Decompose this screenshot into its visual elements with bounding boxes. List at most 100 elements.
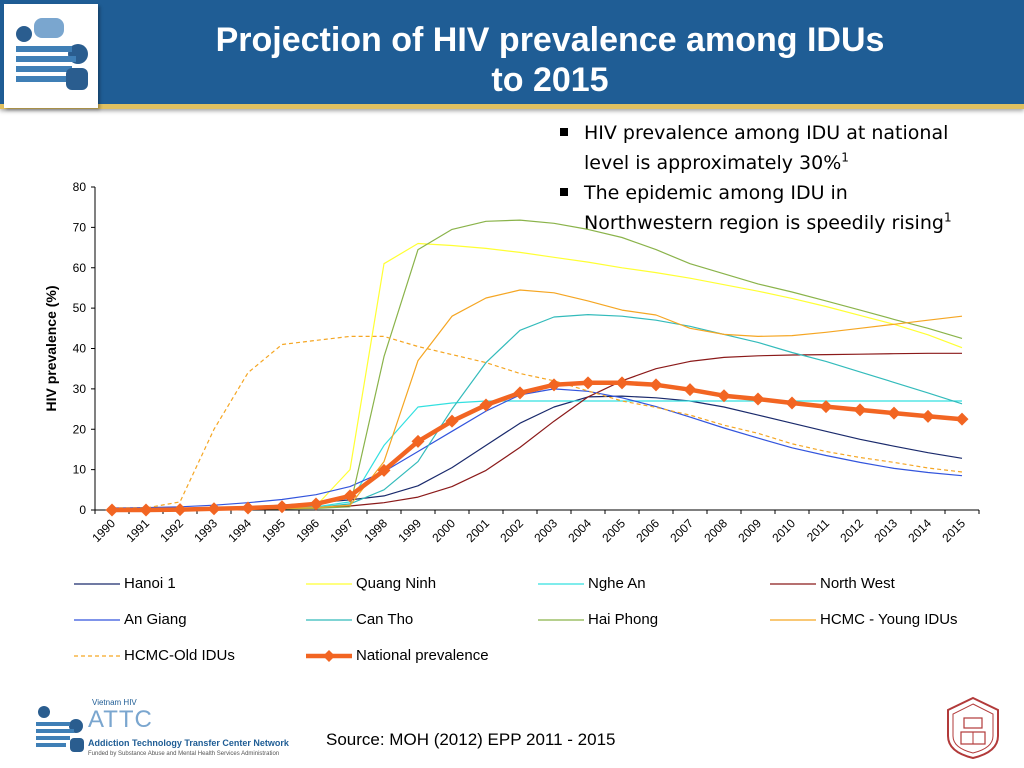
x-tick-label: 1999: [395, 516, 424, 545]
x-tick-label: 2004: [565, 516, 594, 545]
bullet-text-line: Northwestern region is speedily rising: [584, 212, 944, 234]
legend-swatch: [538, 619, 584, 621]
organization-logo: [4, 4, 98, 108]
x-tick-label: 2011: [804, 516, 832, 544]
series-line-national-prevalence: [112, 380, 963, 513]
x-tick-label: 2014: [905, 516, 934, 545]
x-tick-label: 1996: [293, 516, 322, 545]
data-point-marker: [309, 497, 323, 511]
y-tick-label: 30: [73, 382, 87, 396]
logo-funding-text: Funded by Substance Abuse and Mental Hea…: [88, 751, 280, 757]
bullet-text-line: level is approximately 30%: [584, 152, 842, 174]
data-point-marker: [547, 378, 561, 392]
attc-logo: Vietnam HIV ATTC Addiction Technology Tr…: [30, 696, 300, 764]
title-line-1: Projection of HIV prevalence among IDUs: [215, 21, 885, 59]
data-point-marker: [241, 501, 255, 515]
legend-label: HCMC - Young IDUs: [820, 611, 958, 628]
data-point-marker: [173, 503, 187, 517]
data-point-marker: [479, 398, 493, 412]
data-point-marker: [887, 406, 901, 420]
y-tick-label: 0: [79, 503, 86, 517]
data-point-marker: [955, 412, 969, 426]
data-point-marker: [717, 389, 731, 403]
x-tick-label: 2015: [939, 516, 968, 545]
x-tick-label: 1998: [361, 516, 390, 545]
x-tick-label: 2005: [599, 516, 628, 545]
legend-swatch: [306, 619, 352, 621]
legend-swatch: [770, 619, 816, 621]
data-point-marker: [649, 378, 663, 392]
y-tick-label: 10: [73, 463, 87, 477]
data-point-marker: [683, 383, 697, 397]
legend-swatch: [538, 583, 584, 585]
x-tick-label: 2012: [837, 516, 866, 545]
data-point-marker: [921, 409, 935, 423]
legend-swatch: [74, 655, 120, 657]
legend-label: An Giang: [124, 611, 187, 628]
bullet-item: The epidemic among IDU in Northwestern r…: [558, 178, 1018, 238]
x-tick-label: 2006: [633, 516, 662, 545]
y-tick-label: 20: [73, 422, 87, 436]
series-line-quang-ninh: [112, 242, 963, 510]
footnote-marker: 1: [943, 210, 952, 225]
legend-label: Quang Ninh: [356, 575, 437, 592]
legend-swatch: [306, 650, 352, 662]
x-tick-label: 2003: [531, 516, 560, 545]
bullet-item: HIV prevalence among IDU at national lev…: [558, 118, 1018, 178]
data-point-marker: [275, 500, 289, 514]
data-point-marker: [513, 386, 527, 400]
x-tick-label: 1990: [89, 516, 118, 545]
y-tick-label: 70: [73, 220, 87, 234]
bullet-text-line: HIV prevalence among IDU at national: [584, 122, 949, 144]
x-tick-label: 2009: [735, 516, 764, 545]
data-point-marker: [343, 489, 357, 503]
legend-swatch: [770, 583, 816, 585]
y-axis-label: HIV prevalence (%): [43, 285, 59, 411]
data-point-marker: [207, 502, 221, 516]
data-point-marker: [105, 503, 119, 517]
series-line-hcmc-old-idus: [112, 335, 963, 509]
logo-subtitle: Addiction Technology Transfer Center Net…: [88, 738, 289, 748]
data-point-marker: [615, 376, 629, 390]
y-tick-label: 60: [73, 261, 87, 275]
source-citation: Source: MOH (2012) EPP 2011 - 2015: [326, 730, 616, 749]
data-point-marker: [139, 503, 153, 517]
y-tick-label: 50: [73, 301, 87, 315]
bullet-square-icon: [560, 188, 568, 196]
bullet-list: HIV prevalence among IDU at national lev…: [558, 118, 1018, 238]
x-tick-label: 2010: [769, 516, 798, 545]
legend-label: Can Tho: [356, 611, 414, 628]
series-line-nghe-an: [112, 400, 962, 510]
data-point-marker: [751, 392, 765, 406]
series-line-hcmc-young-idus: [112, 289, 963, 510]
x-tick-label: 2002: [497, 516, 526, 545]
legend-swatch: [74, 583, 120, 585]
data-point-marker: [853, 403, 867, 417]
x-tick-label: 2001: [463, 516, 492, 545]
title-bar-accent: [0, 104, 1024, 109]
x-tick-label: 1997: [327, 516, 356, 545]
legend-swatch: [74, 619, 120, 621]
y-tick-label: 80: [73, 180, 87, 194]
legend-label: Hai Phong: [588, 611, 659, 628]
x-tick-label: 1992: [157, 516, 186, 545]
title-bar: [0, 0, 1024, 108]
series-line-an-giang: [111, 388, 963, 509]
logo-small-text: Vietnam HIV: [92, 698, 137, 707]
series-line-can-tho: [112, 314, 963, 510]
data-point-marker: [819, 400, 833, 414]
x-tick-label: 2008: [701, 516, 730, 545]
x-tick-label: 1994: [225, 516, 254, 545]
university-seal-icon: [944, 696, 1002, 760]
logo-name: ATTC: [88, 706, 153, 733]
x-tick-label: 2013: [871, 516, 900, 545]
data-point-marker: [785, 396, 799, 410]
legend-label: Hanoi 1: [124, 575, 176, 592]
x-tick-label: 1993: [191, 516, 220, 545]
x-tick-label: 2007: [667, 516, 696, 545]
bullet-text-line: The epidemic among IDU in: [584, 182, 848, 204]
data-point-marker: [581, 376, 595, 390]
page-title: Projection of HIV prevalence among IDUs …: [130, 20, 970, 100]
title-line-2: to 2015: [491, 61, 609, 99]
